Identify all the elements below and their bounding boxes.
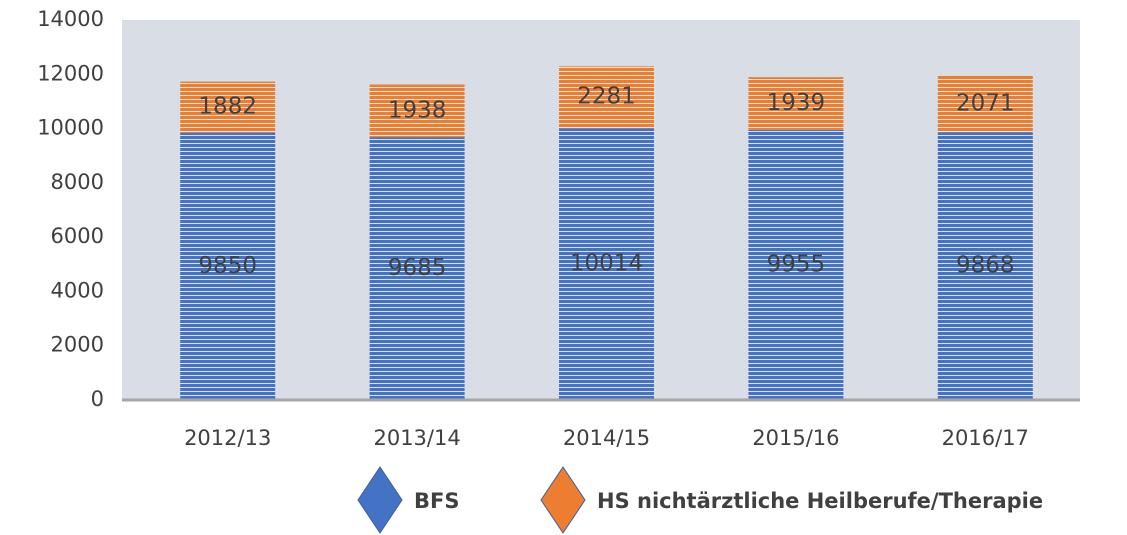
value-label: 1938 (388, 97, 447, 123)
y-tick-label: 8000 (51, 170, 104, 194)
legend-label: HS nichtärztliche Heilberufe/Therapie (597, 489, 1043, 513)
y-tick-label: 12000 (37, 61, 104, 85)
x-tick-label: 2016/17 (942, 426, 1029, 450)
value-label: 9955 (767, 251, 826, 277)
value-label: 9868 (956, 253, 1015, 279)
bar-segment (369, 137, 465, 400)
value-label: 1882 (198, 94, 257, 120)
bar-segment (559, 128, 654, 401)
y-tick-label: 4000 (51, 278, 104, 302)
y-tick-label: 10000 (37, 116, 104, 140)
value-label: 9850 (198, 253, 257, 279)
y-tick-label: 0 (91, 387, 104, 411)
bar-segment (180, 81, 276, 133)
legend-marker (540, 466, 586, 534)
bar-segment (180, 132, 276, 400)
value-label: 2281 (577, 84, 636, 110)
bar-segment (937, 75, 1033, 133)
value-label: 2071 (956, 91, 1015, 117)
bar-segment (559, 66, 654, 129)
bar-segment (748, 129, 844, 401)
value-label: 10014 (570, 251, 643, 277)
x-tick-label: 2014/15 (563, 426, 650, 450)
value-label: 9685 (388, 255, 447, 281)
bar-segment (369, 84, 465, 138)
x-tick-label: 2012/13 (184, 426, 271, 450)
x-tick-label: 2013/14 (373, 426, 460, 450)
y-tick-label: 6000 (51, 224, 104, 248)
bar-segment (937, 132, 1033, 400)
bar-segment (748, 77, 844, 130)
y-tick-label: 2000 (51, 333, 104, 357)
legend-marker (357, 466, 403, 534)
legend-label: BFS (414, 489, 459, 513)
y-tick-label: 14000 (37, 7, 104, 31)
x-tick-label: 2015/16 (752, 426, 839, 450)
value-label: 1939 (767, 90, 826, 116)
